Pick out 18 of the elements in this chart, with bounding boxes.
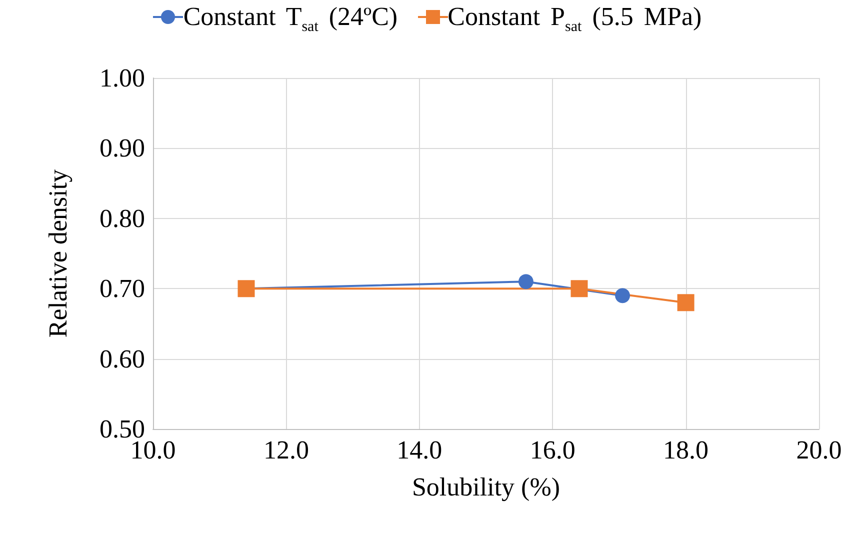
- legend-label: Constant T$_{sat}$ (24ºC): [183, 2, 398, 36]
- x-tick-label: 20.0: [796, 436, 842, 464]
- point: [570, 280, 588, 298]
- y-tick-label: 0.90: [100, 134, 145, 163]
- y-tick-label: 0.60: [100, 344, 145, 374]
- point: [677, 294, 694, 312]
- x-tick-label: 14.0: [396, 436, 442, 464]
- y-tick-label: 0.70: [100, 274, 145, 304]
- y-axis-title: Relative density: [44, 169, 72, 338]
- x-tick-label: 18.0: [663, 436, 709, 464]
- x-tick-label: 12.0: [263, 436, 309, 464]
- legend-label: Constant P$_{sat}$ (5.5 MPa): [448, 2, 702, 36]
- x-tick-label: 16.0: [530, 436, 576, 464]
- point: [615, 288, 630, 304]
- y-tick-label: 0.80: [100, 204, 145, 233]
- point: [518, 274, 534, 290]
- y-tick-label: 1.00: [100, 64, 145, 92]
- x-axis-title: Solubility (%): [412, 472, 560, 502]
